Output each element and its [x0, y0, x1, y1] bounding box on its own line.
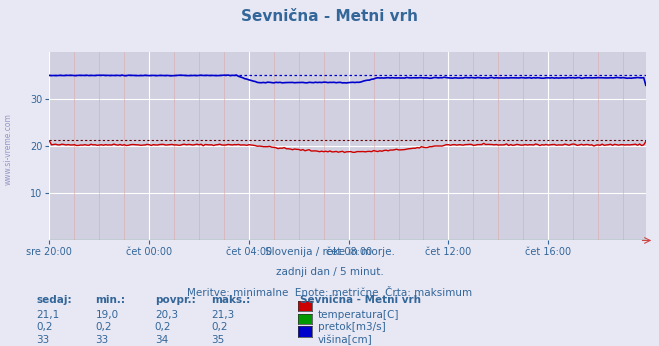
Text: 0,2: 0,2	[96, 322, 112, 333]
Text: sedaj:: sedaj:	[36, 295, 72, 305]
Text: pretok[m3/s]: pretok[m3/s]	[318, 322, 386, 333]
Text: 0,2: 0,2	[211, 322, 227, 333]
Text: 19,0: 19,0	[96, 310, 119, 320]
Text: 0,2: 0,2	[36, 322, 53, 333]
Text: 35: 35	[211, 335, 224, 345]
Text: zadnji dan / 5 minut.: zadnji dan / 5 minut.	[275, 267, 384, 277]
Text: 20,3: 20,3	[155, 310, 178, 320]
Text: www.si-vreme.com: www.si-vreme.com	[4, 113, 13, 185]
Text: višina[cm]: višina[cm]	[318, 335, 372, 345]
Text: maks.:: maks.:	[211, 295, 250, 305]
Text: temperatura[C]: temperatura[C]	[318, 310, 399, 320]
Text: 0,2: 0,2	[155, 322, 171, 333]
Text: Slovenija / reke in morje.: Slovenija / reke in morje.	[264, 247, 395, 257]
Text: 21,3: 21,3	[211, 310, 234, 320]
Text: 21,1: 21,1	[36, 310, 59, 320]
Text: Meritve: minimalne  Enote: metrične  Črta: maksimum: Meritve: minimalne Enote: metrične Črta:…	[187, 288, 472, 298]
Text: 33: 33	[36, 335, 49, 345]
Text: povpr.:: povpr.:	[155, 295, 196, 305]
Text: Sevnična - Metni vrh: Sevnična - Metni vrh	[241, 9, 418, 24]
Text: 34: 34	[155, 335, 168, 345]
Text: min.:: min.:	[96, 295, 126, 305]
Text: 33: 33	[96, 335, 109, 345]
Text: Sevnična - Metni vrh: Sevnična - Metni vrh	[300, 295, 421, 305]
